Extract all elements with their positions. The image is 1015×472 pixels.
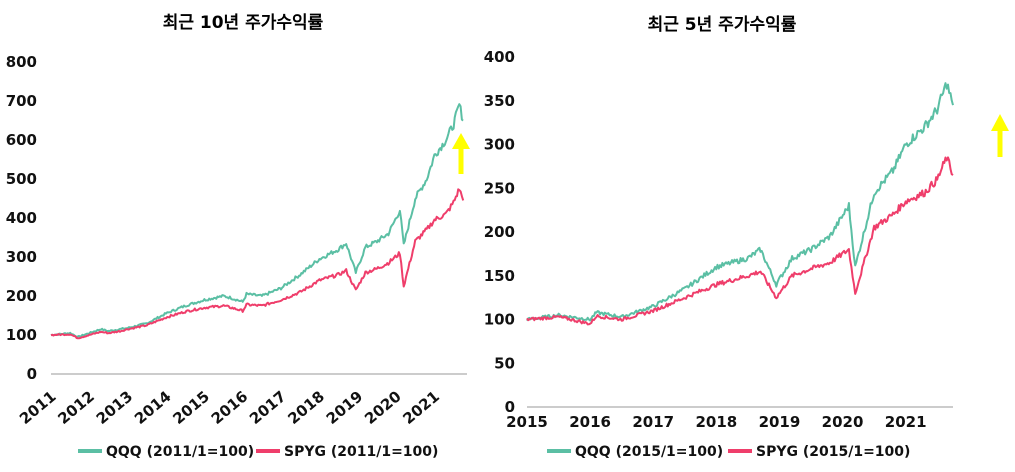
- x-tick-label-10yr: 2011: [16, 387, 60, 428]
- y-tick-label-10yr: 700: [6, 92, 37, 110]
- x-tick-label-10yr: 2014: [131, 387, 175, 428]
- chart-title-10yr: 최근 10년 주가수익률: [163, 13, 324, 33]
- x-tick-label-10yr: 2018: [284, 387, 328, 428]
- y-tick-label-5yr: 250: [484, 179, 515, 197]
- legend-10yr: QQQ (2011/1=100) SPYG (2011/1=100): [78, 444, 438, 460]
- chart-title-5yr: 최근 5년 주가수익률: [648, 15, 797, 35]
- x-tick-label-10yr: 2017: [246, 387, 290, 428]
- x-tick-label-10yr: 2015: [169, 387, 213, 428]
- legend-label-qqq-5yr: QQQ (2015/1=100): [575, 444, 723, 460]
- y-tick-label-5yr: 0: [505, 398, 515, 416]
- legend-5yr: QQQ (2015/1=100) SPYG (2015/1=100): [547, 444, 910, 460]
- y-tick-label-5yr: 350: [484, 92, 515, 110]
- x-tick-label-10yr: 2020: [361, 387, 405, 428]
- y-axis-5yr: 0 50 100 150 200 250 300 350 400: [484, 48, 515, 416]
- y-tick-label-10yr: 600: [6, 131, 37, 149]
- y-tick-label-10yr: 100: [6, 326, 37, 344]
- yellow-up-arrow-5yr: [991, 114, 1009, 157]
- x-axis-5yr: 2015 2016 2017 2018 2019 2020 2021: [506, 413, 926, 431]
- y-tick-label-10yr: 0: [27, 365, 37, 383]
- x-tick-label-10yr: 2021: [399, 387, 443, 428]
- series-group-5yr: [526, 82, 954, 326]
- y-axis-10yr: 0 100 200 300 400 500 600 700 800: [6, 53, 37, 383]
- y-tick-label-5yr: 50: [494, 354, 515, 372]
- y-tick-label-10yr: 500: [6, 170, 37, 188]
- x-tick-label-5yr: 2018: [695, 413, 737, 431]
- y-tick-label-5yr: 300: [484, 136, 515, 154]
- yellow-up-arrow-10yr: [452, 133, 470, 174]
- series-line-qqq-5yr: [526, 82, 954, 322]
- y-tick-label-10yr: 300: [6, 248, 37, 266]
- legend-label-qqq-10yr: QQQ (2011/1=100): [106, 444, 254, 460]
- legend-label-spyg-10yr: SPYG (2011/1=100): [284, 444, 438, 460]
- y-tick-label-10yr: 400: [6, 209, 37, 227]
- x-tick-label-10yr: 2019: [323, 387, 367, 428]
- series-line-spyg-10yr: [50, 188, 465, 340]
- x-tick-label-5yr: 2019: [759, 413, 801, 431]
- x-axis-10yr: 2011201220132014201520162017201820192020…: [16, 387, 443, 428]
- series-line-spyg-5yr: [526, 156, 954, 326]
- series-line-qqq-10yr: [50, 103, 464, 338]
- x-tick-label-5yr: 2015: [506, 413, 548, 431]
- x-tick-label-5yr: 2020: [822, 413, 864, 431]
- x-tick-label-10yr: 2012: [54, 387, 98, 428]
- chart-10yr: 최근 10년 주가수익률 0 100 200 300 400 500 600 700 800 2…: [6, 13, 470, 460]
- x-tick-label-10yr: 2013: [93, 387, 137, 428]
- y-tick-label-10yr: 200: [6, 287, 37, 305]
- x-tick-label-5yr: 2016: [569, 413, 611, 431]
- y-tick-label-5yr: 100: [484, 311, 515, 329]
- series-group-10yr: [50, 103, 465, 340]
- y-tick-label-10yr: 800: [6, 53, 37, 71]
- x-tick-label-5yr: 2021: [885, 413, 927, 431]
- x-tick-label-10yr: 2016: [208, 387, 252, 428]
- y-tick-label-5yr: 200: [484, 223, 515, 241]
- legend-label-spyg-5yr: SPYG (2015/1=100): [756, 444, 910, 460]
- y-tick-label-5yr: 400: [484, 48, 515, 66]
- x-tick-label-5yr: 2017: [632, 413, 674, 431]
- y-tick-label-5yr: 150: [484, 267, 515, 285]
- chart-5yr: 최근 5년 주가수익률 0 50 100 150 200 250 300 350 400 201…: [484, 15, 1009, 460]
